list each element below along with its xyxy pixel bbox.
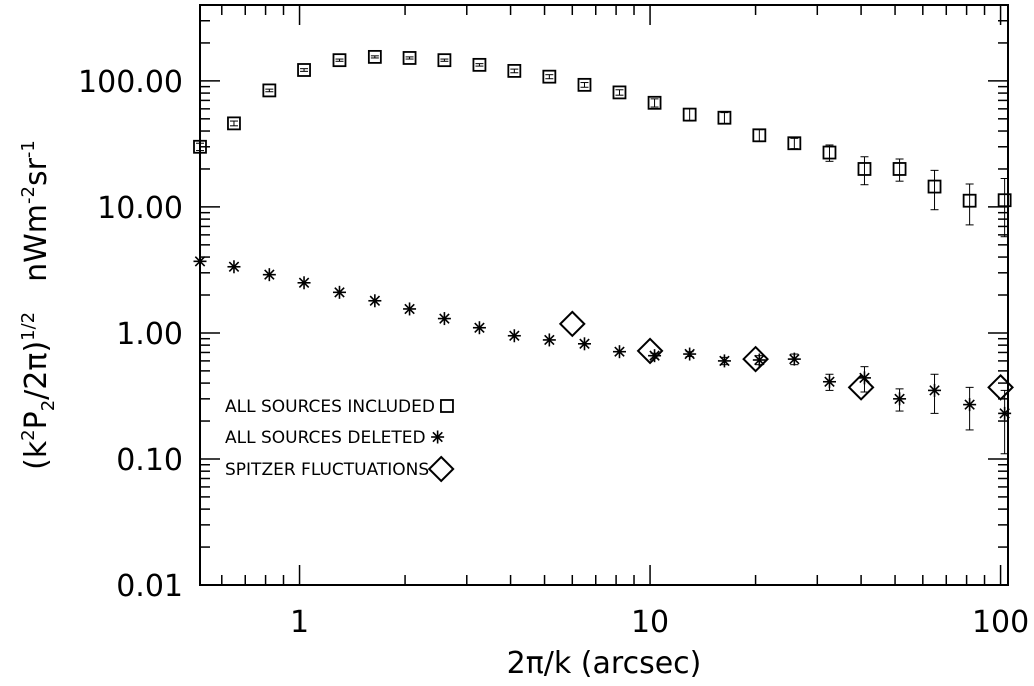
data-point	[542, 69, 557, 84]
data-point	[787, 352, 801, 366]
x-axis-title: 2π/k (arcsec)	[507, 646, 702, 681]
legend-marker	[440, 399, 454, 413]
data-point	[683, 347, 697, 361]
data-point	[892, 162, 907, 176]
legend-marker	[427, 455, 455, 483]
y-tick-label: 10.00	[97, 191, 183, 226]
data-point	[787, 136, 802, 151]
tick-labels: 1 10 100 0.01 0.10 1.00 10.00 100.00	[78, 65, 1029, 640]
legend: ALL SOURCES INCLUDED ALL SOURCES DELETED S…	[225, 397, 455, 483]
data-point	[472, 321, 486, 335]
data-point	[612, 85, 627, 100]
data-point	[193, 139, 207, 154]
data-point	[962, 193, 977, 208]
y-tick-label: 0.01	[116, 569, 183, 604]
data-point	[636, 337, 664, 365]
data-point	[997, 193, 1012, 208]
data-point	[682, 107, 697, 122]
data-point	[332, 285, 346, 299]
data-point	[717, 110, 732, 125]
data-point	[987, 373, 1014, 401]
data-point	[847, 373, 875, 401]
data-point	[297, 276, 311, 290]
data-point	[227, 260, 241, 274]
legend-label: ALL SOURCES INCLUDED	[225, 397, 435, 417]
plot-frame	[199, 4, 1009, 586]
data-point	[403, 302, 417, 316]
y-tick-label: 1.00	[116, 317, 183, 352]
data-point	[998, 406, 1012, 420]
legend-label: ALL SOURCES DELETED	[225, 428, 426, 448]
data-point	[193, 254, 207, 268]
data-point	[472, 57, 487, 72]
data-point	[577, 77, 592, 92]
series-2	[558, 310, 1014, 401]
legend-label: SPITZER FLUCTUATIONS	[225, 460, 429, 480]
data-point	[332, 53, 347, 68]
data-point	[227, 116, 241, 131]
data-point	[857, 162, 872, 176]
data-point	[437, 53, 452, 68]
data-point	[507, 329, 521, 343]
y-tick-label: 100.00	[78, 65, 183, 100]
data-point	[577, 337, 591, 351]
data-point	[822, 375, 836, 389]
data-point	[647, 95, 662, 110]
series-0	[193, 49, 1012, 238]
data-point	[297, 63, 311, 77]
data-point	[963, 398, 977, 412]
data-point	[742, 345, 769, 373]
data-point	[367, 49, 382, 64]
data-point	[752, 128, 767, 143]
y-axis-title: (k2P2/2π)1/2nWm-2sr-1	[18, 140, 59, 470]
x-tick-label: 1	[290, 605, 309, 640]
data-point	[402, 51, 417, 65]
x-tick-label: 100	[972, 605, 1029, 640]
data-point	[368, 294, 382, 308]
data-point	[717, 354, 731, 368]
data-point	[437, 312, 451, 326]
data-point	[648, 349, 662, 363]
data-point	[542, 333, 556, 347]
x-tick-label: 10	[631, 605, 669, 640]
axis-ticks	[200, 4, 1008, 586]
data-point	[893, 392, 907, 406]
data-point	[752, 353, 766, 367]
y-tick-label: 0.10	[116, 443, 183, 478]
series-1	[193, 254, 1012, 455]
chart-marks	[193, 49, 1014, 455]
legend-marker	[431, 430, 445, 444]
data-point	[262, 268, 276, 282]
data-point	[612, 345, 626, 359]
data-point	[262, 83, 277, 98]
data-point	[928, 383, 942, 397]
data-point	[558, 310, 586, 338]
data-point	[822, 145, 837, 160]
data-point	[927, 179, 942, 194]
data-point	[507, 63, 522, 78]
